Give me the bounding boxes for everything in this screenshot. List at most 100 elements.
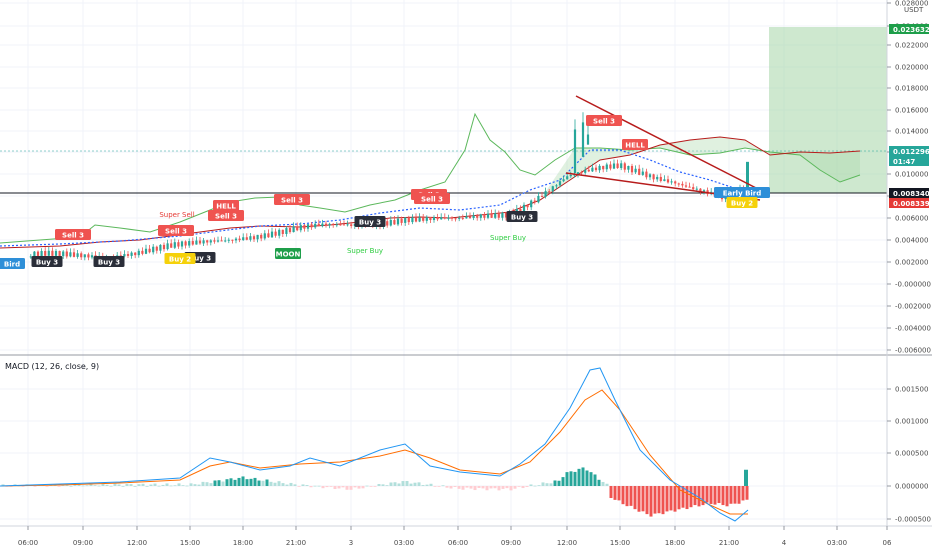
candle[interactable] xyxy=(558,178,562,188)
candle[interactable] xyxy=(278,228,281,239)
candle[interactable] xyxy=(504,211,508,221)
candle[interactable] xyxy=(612,159,616,170)
macd-histogram-bar[interactable] xyxy=(157,485,161,487)
macd-histogram-bar[interactable] xyxy=(741,486,745,501)
candle[interactable] xyxy=(634,165,637,174)
macd-histogram-bar[interactable] xyxy=(545,483,549,486)
signal-marker[interactable]: Super Buy xyxy=(347,247,383,255)
macd-histogram-bar[interactable] xyxy=(1,484,5,486)
candle[interactable] xyxy=(497,210,500,221)
macd-histogram-bar[interactable] xyxy=(437,486,441,487)
candle[interactable] xyxy=(602,165,605,173)
macd-histogram-bar[interactable] xyxy=(273,482,277,486)
candle[interactable] xyxy=(692,183,695,191)
candle[interactable] xyxy=(386,218,389,228)
candle[interactable] xyxy=(407,215,410,225)
candle[interactable] xyxy=(270,227,274,239)
candle[interactable] xyxy=(666,175,670,184)
signal-marker[interactable]: Bird xyxy=(0,258,25,269)
macd-histogram-bar[interactable] xyxy=(161,484,165,486)
macd-histogram-bar[interactable] xyxy=(401,481,405,486)
candle[interactable] xyxy=(216,236,220,243)
signal-marker[interactable]: Buy 3 xyxy=(31,256,63,267)
signal-marker[interactable]: Sell 3 xyxy=(208,210,244,221)
macd-histogram-bar[interactable] xyxy=(685,486,689,510)
candle[interactable] xyxy=(623,161,626,173)
macd-histogram-bar[interactable] xyxy=(265,479,269,486)
candle[interactable] xyxy=(569,171,572,178)
candle[interactable] xyxy=(65,248,68,259)
macd-histogram-bar[interactable] xyxy=(549,483,553,486)
macd-histogram-bar[interactable] xyxy=(113,483,117,486)
macd-histogram-bar[interactable] xyxy=(509,486,513,491)
candle[interactable] xyxy=(630,163,634,175)
macd-histogram-bar[interactable] xyxy=(637,486,641,512)
time-axis[interactable]: 06:00 09:00 12:00 15:00 18:00 21:00 3 03:00 06:0… xyxy=(18,526,892,547)
macd-histogram-bar[interactable] xyxy=(45,486,49,487)
macd-histogram-bar[interactable] xyxy=(705,486,709,503)
macd-histogram-bar[interactable] xyxy=(681,486,685,508)
macd-histogram-bar[interactable] xyxy=(641,486,645,512)
macd-histogram-bar[interactable] xyxy=(301,484,305,486)
macd-histogram-bar[interactable] xyxy=(689,486,693,508)
signal-marker[interactable]: Sell 3 xyxy=(414,193,450,204)
macd-histogram-bar[interactable] xyxy=(609,486,613,499)
candle[interactable] xyxy=(224,237,227,243)
candle[interactable] xyxy=(652,173,655,183)
macd-histogram-bar[interactable] xyxy=(645,486,649,515)
macd-histogram-bar[interactable] xyxy=(333,486,337,490)
macd-histogram-bar[interactable] xyxy=(621,486,625,505)
macd-histogram-bar[interactable] xyxy=(469,486,473,489)
candle[interactable] xyxy=(155,245,158,254)
macd-histogram-bar[interactable] xyxy=(633,486,637,510)
macd-histogram-bar[interactable] xyxy=(381,484,385,486)
macd-histogram-bar[interactable] xyxy=(373,486,377,487)
candle[interactable] xyxy=(598,164,601,173)
candle[interactable] xyxy=(234,237,238,244)
candle[interactable] xyxy=(144,244,148,255)
macd-histogram-bar[interactable] xyxy=(105,484,109,486)
candle[interactable] xyxy=(414,213,418,223)
candle[interactable] xyxy=(306,223,310,232)
candle[interactable] xyxy=(677,182,680,187)
macd-histogram-bar[interactable] xyxy=(397,483,401,486)
macd-histogram-bar[interactable] xyxy=(229,478,233,486)
candle[interactable] xyxy=(342,220,346,226)
macd-histogram-bar[interactable] xyxy=(725,486,729,507)
macd-histogram-bar[interactable] xyxy=(317,485,321,487)
signal-marker[interactable]: Buy 2 xyxy=(726,197,758,208)
candle[interactable] xyxy=(90,252,94,260)
candle[interactable] xyxy=(587,165,590,173)
macd-histogram-bar[interactable] xyxy=(701,486,705,506)
macd-histogram-bar[interactable] xyxy=(433,486,437,487)
macd-histogram-bar[interactable] xyxy=(565,472,569,486)
signal-marker[interactable]: Buy 3 xyxy=(506,211,538,222)
macd-histogram-bar[interactable] xyxy=(269,481,273,486)
macd-histogram-bar[interactable] xyxy=(213,480,217,486)
candle[interactable] xyxy=(674,180,677,187)
macd-histogram-bar[interactable] xyxy=(581,467,585,486)
macd-histogram-bar[interactable] xyxy=(237,477,241,486)
candle[interactable] xyxy=(562,175,565,183)
candle[interactable] xyxy=(620,160,623,171)
candle[interactable] xyxy=(213,237,216,244)
macd-histogram-bar[interactable] xyxy=(617,486,621,501)
macd-histogram-bar[interactable] xyxy=(281,483,285,486)
macd-histogram-bar[interactable] xyxy=(449,486,453,489)
candle[interactable] xyxy=(645,168,648,180)
candle[interactable] xyxy=(425,215,428,224)
candle[interactable] xyxy=(137,248,140,258)
macd-histogram-bar[interactable] xyxy=(533,485,537,487)
candle[interactable] xyxy=(314,220,317,229)
candle[interactable] xyxy=(627,165,630,173)
macd-histogram-bar[interactable] xyxy=(293,484,297,486)
candle[interactable] xyxy=(119,251,122,257)
macd-histogram-bar[interactable] xyxy=(665,486,669,512)
candle[interactable] xyxy=(292,222,295,233)
macd-histogram-bar[interactable] xyxy=(441,485,445,487)
macd-histogram-bar[interactable] xyxy=(553,480,557,486)
macd-histogram-bar[interactable] xyxy=(709,486,713,504)
candle[interactable] xyxy=(252,234,256,243)
macd-histogram-bar[interactable] xyxy=(101,483,105,486)
